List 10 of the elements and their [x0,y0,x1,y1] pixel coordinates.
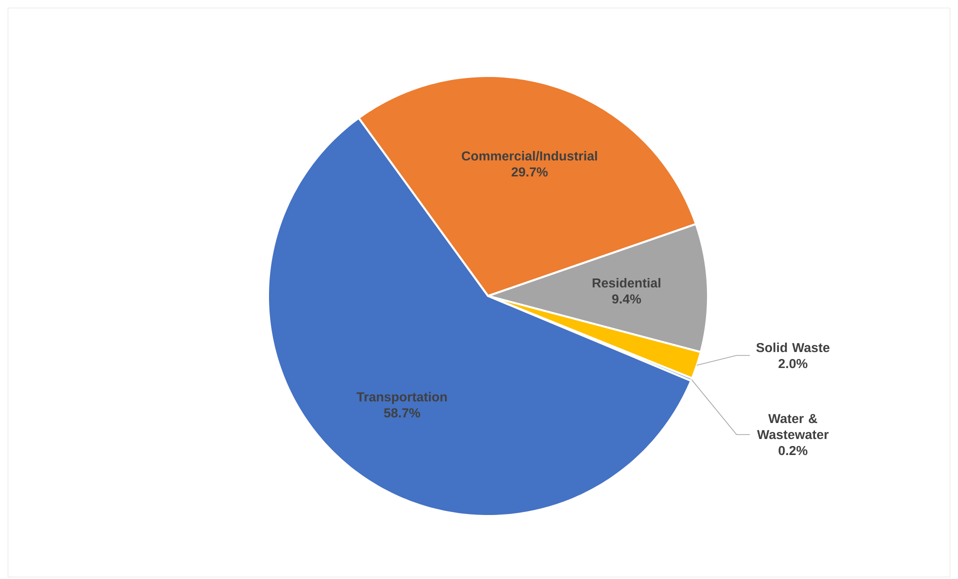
slice-label: Water & Wastewater [757,414,829,440]
data-label: 58.7% [384,408,420,418]
data-label: 29.7% [512,167,548,177]
slice-label: Commercial/Industrial [462,151,597,161]
data-label: 9.4% [612,294,641,304]
slice-label: Transportation [356,392,447,404]
data-label: 0.2% [778,446,808,456]
data-label: 2.0% [778,358,808,368]
slice-label: Residential [592,278,660,288]
slice-label: Solid Waste [756,342,830,352]
